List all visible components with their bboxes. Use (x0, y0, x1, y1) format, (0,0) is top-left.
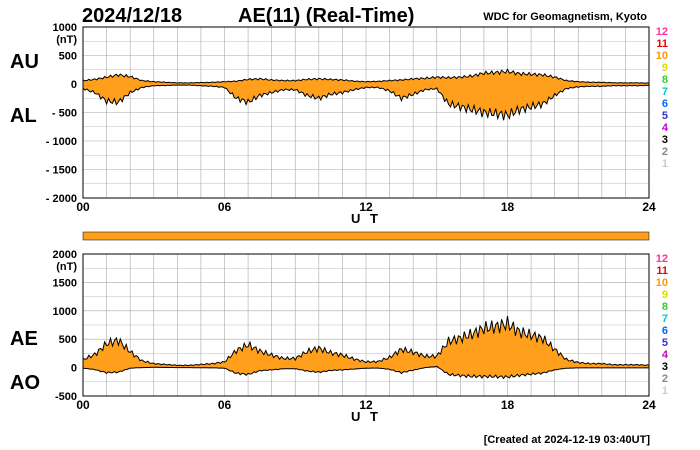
created-timestamp: [Created at 2024-12-19 03:40UT] (484, 434, 651, 446)
y-unit-label: (nT) (56, 261, 77, 273)
x-axis-label: U T (351, 211, 381, 226)
hour-scale-label: 8 (662, 301, 668, 313)
hour-scale-label: 4 (662, 122, 669, 134)
series-name-ao: AO (10, 372, 40, 394)
x-tick-label: 24 (642, 200, 656, 214)
series-name-al: AL (10, 105, 37, 127)
chart-date: 2024/12/18 (82, 5, 182, 27)
hour-scale-label: 7 (662, 313, 668, 325)
hour-scale-label: 11 (656, 265, 668, 277)
hour-scale-label: 2 (662, 373, 668, 385)
x-tick-label: 18 (501, 200, 515, 214)
x-tick-label: 00 (76, 200, 90, 214)
x-axis-label: U T (351, 409, 381, 424)
y-tick-label: 2000 (53, 249, 77, 261)
hour-scale-label: 11 (656, 38, 668, 50)
hour-scale-label: 5 (662, 110, 668, 122)
hour-scale-label: 9 (662, 289, 668, 301)
hour-scale-label: 1 (662, 158, 668, 170)
hour-scale-label: 2 (662, 146, 668, 158)
hour-scale-label: 3 (662, 134, 668, 146)
y-tick-label: 1500 (53, 277, 77, 289)
y-tick-label: - 1000 (46, 136, 77, 148)
series-line-au (82, 68, 650, 84)
y-tick-label: 0 (71, 79, 77, 91)
hour-scale-label: 6 (662, 325, 668, 337)
y-tick-label: 1000 (53, 22, 77, 34)
plot-frame (82, 253, 650, 397)
hour-scale-label: 10 (656, 277, 668, 289)
series-name-ae: AE (10, 328, 38, 350)
y-tick-label: 0 (71, 363, 77, 375)
y-tick-label: - 2000 (46, 193, 77, 205)
series-line-ae (82, 315, 650, 367)
hour-scale-label: 4 (662, 349, 669, 361)
y-tick-label: -500 (55, 391, 77, 403)
x-tick-label: 12 (359, 398, 373, 412)
series-line-ao (82, 365, 649, 380)
au-al-panel: 1000 500 0 - 500 - 1000 - 1500 - 2000 (nT) 00 06 1… (10, 22, 656, 226)
x-tick-label: 06 (218, 200, 232, 214)
y-tick-label: 500 (59, 51, 77, 63)
y-tick-label: 1000 (53, 306, 77, 318)
hour-scale-label: 12 (656, 26, 668, 38)
x-tick-label: 18 (501, 398, 515, 412)
plot-frame (82, 26, 650, 199)
hour-scale-label: 7 (662, 86, 668, 98)
chart-title: AE(11) (Real-Time) (238, 5, 414, 27)
x-tick-label: 12 (359, 200, 373, 214)
series-name-au: AU (10, 51, 39, 73)
index-envelope-area (83, 316, 649, 379)
hour-scale-label: 3 (662, 361, 668, 373)
x-tick-label: 06 (218, 398, 232, 412)
x-tick-label: 00 (76, 398, 90, 412)
ae-ao-panel: 2000 1500 1000 500 0 -500 (nT) 00 06 12 18 24 U T AE A… (10, 249, 656, 424)
y-tick-label: - 1500 (46, 165, 77, 177)
hour-scale-label: 9 (662, 62, 668, 74)
data-coverage-bar (82, 231, 650, 241)
hour-scale-label: 1 (662, 385, 668, 397)
hour-scale-label: 12 (656, 253, 668, 265)
y-unit-label: (nT) (56, 34, 77, 46)
source-label: WDC for Geomagnetism, Kyoto (483, 11, 647, 23)
series-line-al (82, 84, 650, 121)
x-tick-label: 24 (642, 398, 656, 412)
hour-scale-label: 10 (656, 50, 668, 62)
y-tick-label: 500 (59, 334, 77, 346)
hour-scale-label: 5 (662, 337, 668, 349)
hour-scale-label: 8 (662, 74, 668, 86)
hour-scale-label: 6 (662, 98, 668, 110)
header: 2024/12/18 AE(11) (Real-Time) WDC for Ge… (82, 5, 647, 27)
y-tick-label: - 500 (52, 108, 77, 120)
